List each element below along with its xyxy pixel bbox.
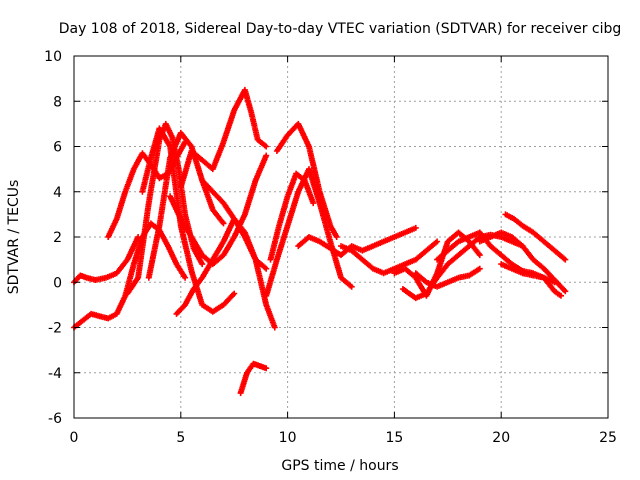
y-tick-label: -6 [48, 411, 62, 427]
series-sat-w [498, 261, 558, 286]
series-marks [237, 360, 270, 397]
series-marks [267, 170, 317, 263]
series-marks [412, 265, 483, 290]
series-marks [167, 152, 270, 268]
series-marks [338, 238, 441, 277]
y-tick-label: 2 [53, 230, 62, 246]
x-tick-label: 10 [279, 430, 297, 446]
y-tick-label: 10 [44, 49, 62, 65]
y-tick-label: -2 [48, 321, 62, 337]
series-marks [177, 86, 270, 191]
series-sat-m [273, 120, 340, 240]
series-sat-i [167, 152, 270, 268]
series-sat-s [412, 265, 483, 290]
series-marks [498, 261, 558, 286]
series-sat-j [199, 177, 278, 331]
series-marks [273, 120, 340, 240]
y-axis-label: SDTVAR / TECUs [6, 180, 22, 295]
series-sat-h [177, 86, 270, 191]
y-tick-label: 0 [53, 275, 62, 291]
series-sat-n [267, 170, 317, 263]
series-marks [502, 211, 569, 263]
y-tick-label: 4 [53, 185, 62, 201]
series-sat-v [476, 229, 569, 295]
series-sat-u [502, 211, 569, 263]
series-sat-l [263, 166, 355, 299]
series-marks [199, 177, 278, 331]
series-layer [71, 86, 569, 397]
x-tick-label: 25 [599, 430, 617, 446]
series-sat-k [237, 360, 270, 397]
y-tick-label: 6 [53, 140, 62, 156]
x-axis-label: GPS time / hours [281, 458, 398, 474]
x-tick-label: 0 [70, 430, 79, 446]
x-tick-label: 5 [176, 430, 185, 446]
x-tick-label: 15 [385, 430, 403, 446]
tick-layer: 0 5 10 15 20 25 -6 -4 -2 0 2 4 6 8 10 [44, 49, 617, 446]
y-tick-label: -4 [48, 366, 62, 382]
series-sat-p [338, 238, 441, 277]
chart-title: Day 108 of 2018, Sidereal Day-to-day VTE… [59, 21, 622, 37]
series-marks [476, 229, 569, 295]
series-marks [263, 166, 355, 299]
grid-layer [74, 56, 608, 418]
y-tick-label: 8 [53, 94, 62, 110]
x-tick-label: 20 [492, 430, 510, 446]
